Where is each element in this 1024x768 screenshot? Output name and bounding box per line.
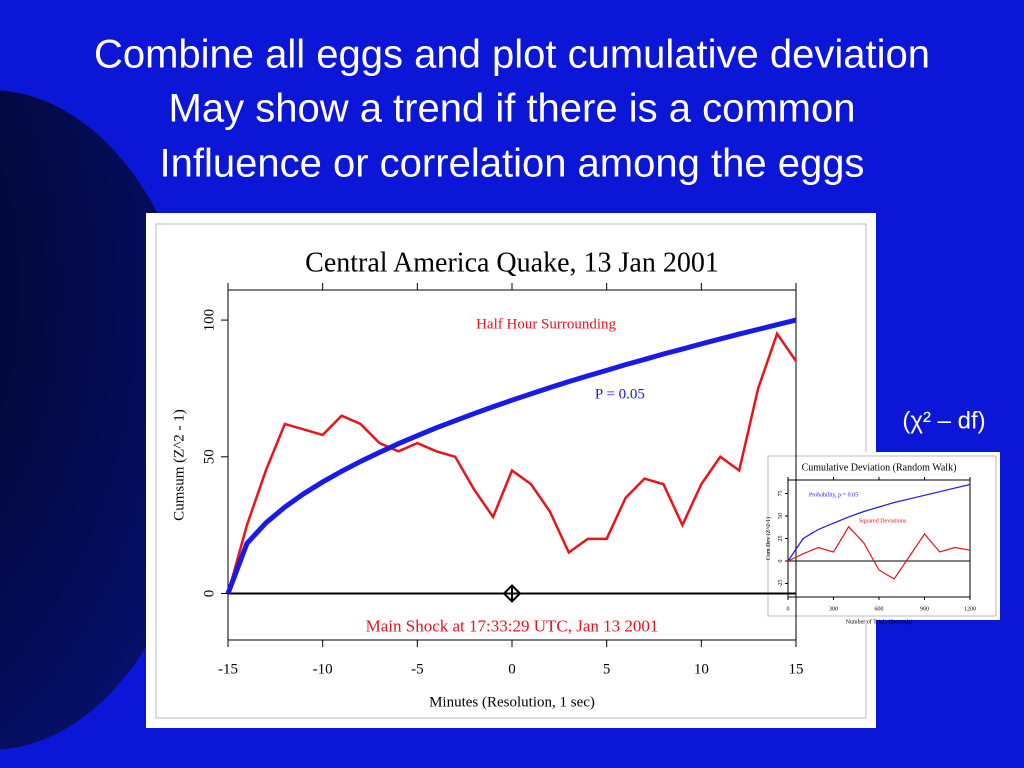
x-tick-label: 0 (508, 661, 516, 677)
line-series (787, 483, 971, 562)
x-tick-label: 900 (920, 606, 929, 612)
chart-title: Central America Quake, 13 Jan 2001 (305, 247, 719, 278)
y-tick-label: 0 (201, 590, 217, 598)
series-label: P = 0.05 (595, 386, 645, 402)
chart-title: Cumulative Deviation (Random Walk) (802, 462, 957, 473)
event-marker (502, 584, 522, 603)
slide-title: Influence or correlation among the eggs (160, 142, 865, 186)
y-tick-label: 0 (778, 560, 784, 563)
y-tick-label: 50 (201, 449, 217, 464)
annotation: Main Shock at 17:33:29 UTC, Jan 13 2001 (366, 616, 659, 635)
line-series (226, 331, 798, 594)
y-axis-label: Cum Dev (Z^2-1) (765, 517, 772, 560)
line-series (225, 317, 797, 595)
y-tick-label: 50 (778, 513, 784, 519)
x-tick-label: 10 (694, 661, 709, 677)
series-label: Half Hour Surrounding (476, 316, 616, 332)
x-tick-label: 1200 (964, 606, 976, 612)
note: (χ² – df) (902, 407, 985, 434)
series-label: Squared Deviations (859, 518, 907, 524)
x-tick-label: -5 (411, 661, 424, 677)
line-series (787, 525, 971, 580)
inset-panel (764, 452, 1000, 620)
x-tick-label: 5 (603, 661, 611, 677)
y-axis-label: Cumsum (Z^2 - 1) (171, 409, 187, 521)
x-tick-label: 300 (829, 606, 838, 612)
x-tick-label: -15 (218, 661, 238, 677)
x-tick-label: -10 (313, 661, 333, 677)
slide-title: Combine all eggs and plot cumulative dev… (94, 33, 930, 77)
y-tick-label: 75 (778, 491, 784, 497)
x-tick-label: 600 (875, 606, 884, 612)
series-label: Probability, p = 0.05 (809, 493, 858, 499)
x-axis-label: Number of Trials (Seconds) (846, 619, 913, 626)
y-tick-label: 100 (201, 309, 217, 332)
y-tick-label: 25 (778, 536, 784, 542)
y-tick-label: -25 (778, 580, 784, 588)
slide-title: May show a trend if there is a common (169, 87, 856, 131)
inset-frame (767, 455, 997, 617)
x-axis-label: Minutes (Resolution, 1 sec) (429, 694, 595, 710)
x-tick-label: 0 (787, 606, 790, 612)
x-tick-label: 15 (789, 661, 804, 677)
